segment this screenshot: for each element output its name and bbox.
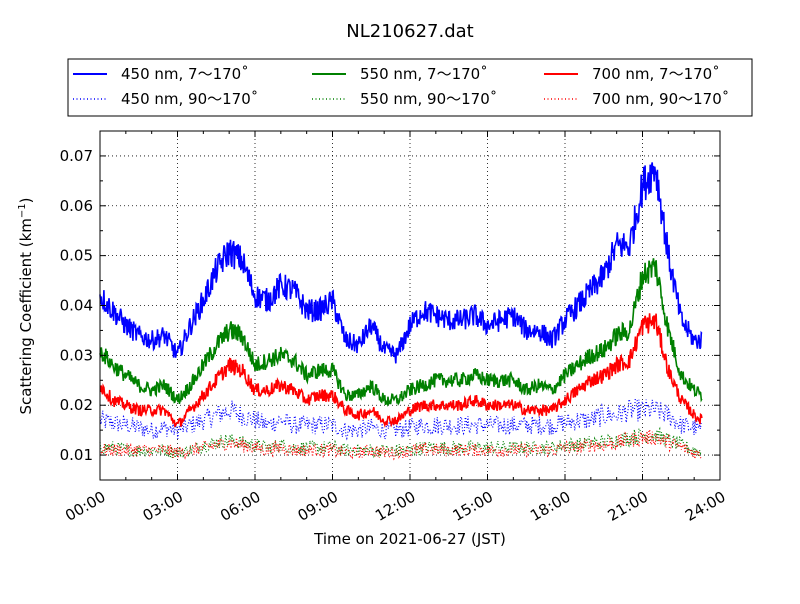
x-tick-label: 15:00 (450, 488, 496, 525)
x-tick-label: 18:00 (527, 488, 573, 525)
x-tick-label: 12:00 (372, 488, 418, 525)
x-tick-label: 03:00 (140, 488, 186, 525)
x-axis-label: Time on 2021-06-27 (JST) (313, 530, 506, 548)
y-axis-label-main: Scattering Coefficient (km (17, 218, 35, 414)
x-tick-label: 21:00 (605, 488, 651, 525)
legend-label: 450 nm, 7～170˚ (121, 65, 249, 83)
y-axis-label-end: ) (17, 197, 35, 203)
series-line-3 (99, 258, 703, 408)
legend-label: 700 nm, 7～170˚ (592, 65, 720, 83)
x-tick-label: 24:00 (682, 488, 728, 525)
series-line-4 (99, 426, 702, 459)
y-tick-label: 0.02 (60, 396, 93, 414)
legend-label: 700 nm, 90～170˚ (592, 90, 729, 108)
legend-label: 550 nm, 7～170˚ (360, 65, 488, 83)
tick-layer: 00:00 03:00 06:00 09:00 12:00 15:00 18:00 21:00… (60, 131, 729, 525)
y-tick-label: 0.05 (60, 247, 93, 265)
legend-label: 550 nm, 90～170˚ (360, 90, 497, 108)
grid-layer (100, 131, 720, 480)
y-tick-label: 0.03 (60, 346, 93, 364)
legend: 450 nm, 7～170˚ 450 nm, 90～170˚ 550 nm, 7～1… (67, 58, 753, 117)
y-tick-label: 0.06 (60, 197, 93, 215)
x-tick-label: 09:00 (295, 488, 341, 525)
series-line-6 (99, 429, 702, 461)
series-line-5 (99, 313, 703, 428)
y-tick-label: 0.07 (60, 147, 93, 165)
y-axis-label-sup: −1 (17, 203, 28, 218)
chart-title: NL210627.dat (346, 21, 473, 42)
series-layer (99, 162, 703, 461)
x-tick-label: 06:00 (217, 488, 263, 525)
legend-label: 450 nm, 90～170˚ (121, 90, 258, 108)
legend-frame (67, 58, 753, 117)
series-line-1 (99, 162, 703, 364)
x-tick-label: 00:00 (62, 488, 108, 525)
y-axis-label: Scattering Coefficient (km−1) (17, 197, 35, 414)
y-tick-label: 0.01 (60, 446, 93, 464)
y-tick-label: 0.04 (60, 297, 93, 315)
